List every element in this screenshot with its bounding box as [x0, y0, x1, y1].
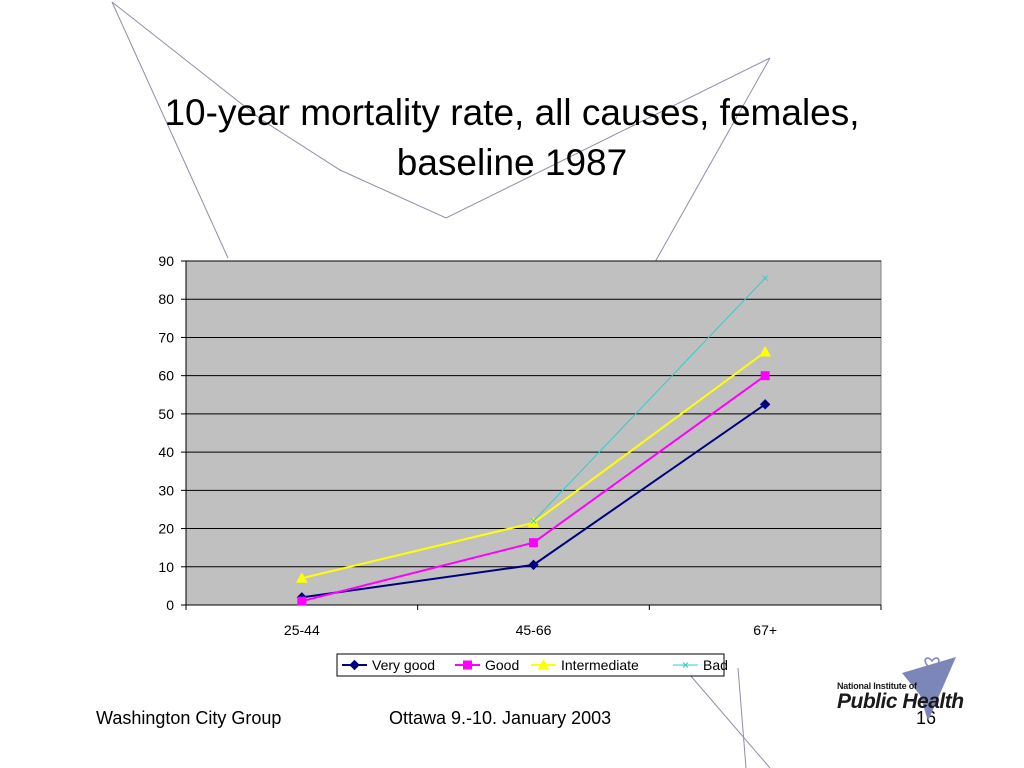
- plot-area: [185, 260, 882, 606]
- data-point-good: [297, 596, 307, 606]
- y-tick-label: 60: [158, 368, 174, 384]
- y-tick-label: 50: [158, 406, 174, 422]
- data-point-very-good: [759, 399, 771, 410]
- data-point-intermediate: [527, 516, 540, 528]
- slide-title-line2: baseline 1987: [396, 142, 628, 183]
- data-point-good: [529, 538, 538, 548]
- data-point-intermediate: [295, 572, 308, 583]
- legend-label: Good: [485, 657, 519, 673]
- y-tick-label: 80: [158, 291, 174, 307]
- heart-bird-icon: [902, 657, 956, 721]
- x-tick-label: 45-66: [516, 622, 552, 638]
- legend-label: Very good: [372, 657, 435, 673]
- data-point-bad: [762, 275, 769, 282]
- data-point-bad: [530, 518, 537, 524]
- y-tick-label: 40: [158, 444, 174, 460]
- y-tick-label: 90: [158, 253, 174, 269]
- data-point-intermediate: [759, 345, 772, 357]
- data-point-very-good: [528, 559, 539, 571]
- data-point-good: [760, 371, 770, 381]
- legend-label: Bad: [703, 657, 728, 673]
- slide-title: 10-year mortality rate, all causes, fema…: [112, 88, 912, 188]
- legend-marker: [349, 659, 360, 671]
- footer-left-text: Washington City Group: [96, 708, 282, 728]
- footer-center-text: Ottawa 9.-10. January 2003: [389, 708, 612, 728]
- y-tick-label: 0: [166, 597, 174, 613]
- legend-marker: [537, 658, 550, 670]
- y-tick-label: 10: [158, 559, 174, 575]
- y-tick-label: 30: [158, 482, 174, 498]
- legend-label: Intermediate: [561, 657, 639, 673]
- y-tick-label: 70: [158, 329, 174, 345]
- x-tick-label: 25-44: [284, 622, 320, 638]
- x-tick-label: 67+: [753, 622, 777, 638]
- legend-marker: [682, 662, 689, 668]
- legend-marker: [463, 660, 472, 670]
- logo-institute-text: National Institute of: [837, 681, 917, 691]
- y-tick-label: 20: [158, 521, 174, 537]
- legend: [336, 653, 725, 677]
- slide-title-line1: 10-year mortality rate, all causes, fema…: [164, 92, 860, 133]
- series-line-bad: [533, 277, 766, 522]
- logo-public-health-text: Public Health: [837, 690, 964, 713]
